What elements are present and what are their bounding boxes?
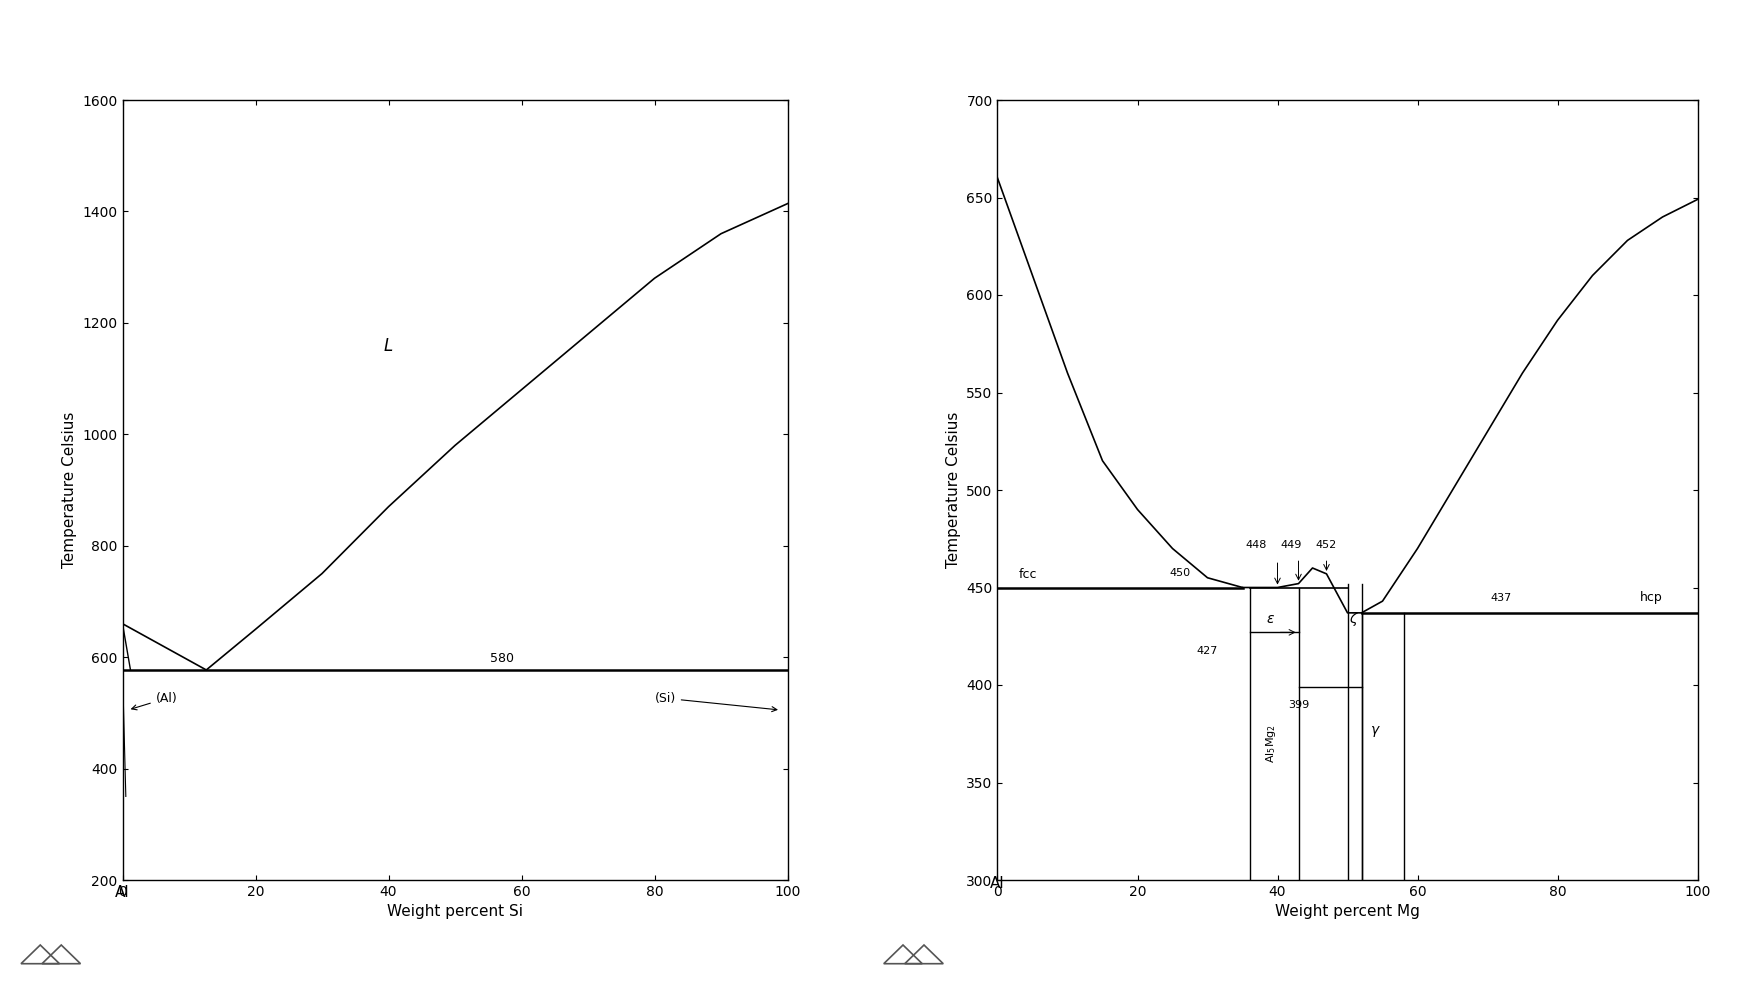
Y-axis label: Temperature Celsius: Temperature Celsius: [61, 412, 77, 568]
Text: Al$_5$Mg$_2$: Al$_5$Mg$_2$: [1264, 724, 1278, 763]
Text: $\zeta$: $\zeta$: [1349, 610, 1360, 628]
Text: L: L: [383, 337, 394, 355]
X-axis label: Weight percent Si: Weight percent Si: [387, 904, 523, 919]
Text: $\varepsilon$: $\varepsilon$: [1265, 612, 1276, 626]
Text: 580: 580: [490, 652, 513, 665]
Text: Al: Al: [116, 885, 130, 900]
Text: 452: 452: [1316, 540, 1337, 550]
Text: (Al): (Al): [131, 692, 177, 710]
Text: 449: 449: [1281, 540, 1302, 550]
Text: 427: 427: [1197, 646, 1218, 656]
Text: fcc: fcc: [1018, 568, 1038, 581]
Text: hcp: hcp: [1640, 591, 1662, 604]
Text: 450: 450: [1169, 568, 1190, 578]
Text: Al: Al: [990, 876, 1004, 891]
Text: (Si): (Si): [654, 692, 777, 712]
X-axis label: Weight percent Mg: Weight percent Mg: [1276, 904, 1419, 919]
Text: 399: 399: [1288, 700, 1309, 710]
Text: $\gamma$: $\gamma$: [1370, 724, 1381, 739]
Text: 437: 437: [1491, 593, 1512, 603]
Y-axis label: Temperature Celsius: Temperature Celsius: [945, 412, 961, 568]
Text: 448: 448: [1246, 540, 1267, 550]
